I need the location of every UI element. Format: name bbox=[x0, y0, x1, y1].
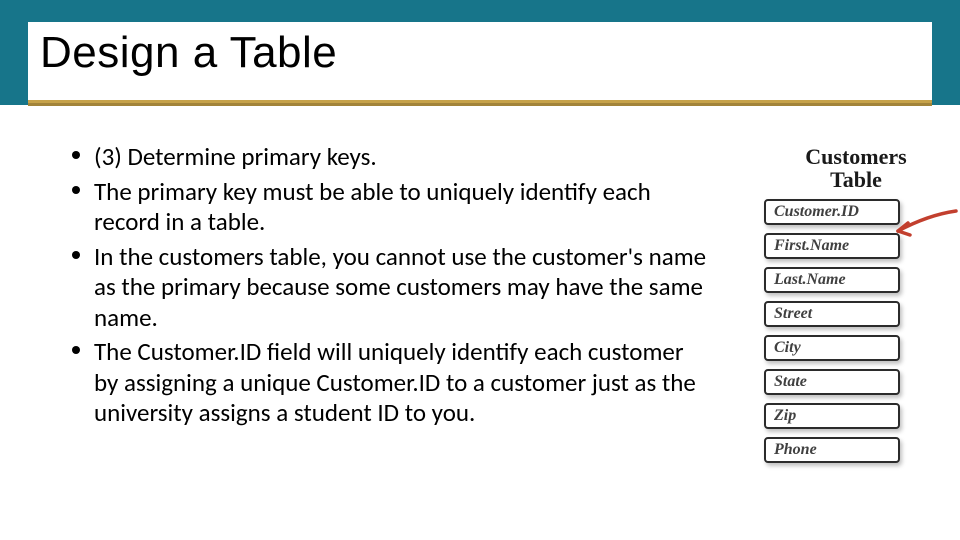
bullet-text: The Customer.ID field will uniquely iden… bbox=[94, 336, 696, 428]
title-underline bbox=[28, 100, 932, 106]
diagram-title-line2: Table bbox=[830, 167, 882, 192]
bullet-dot-icon bbox=[72, 346, 80, 354]
bullet-text: The primary key must be able to uniquely… bbox=[94, 176, 651, 238]
bullet-item: The primary key must be able to uniquely… bbox=[72, 177, 712, 238]
slide: Design a Table (3) Determine primary key… bbox=[0, 0, 960, 540]
field-label: Street bbox=[774, 305, 812, 322]
field-box: First.Name bbox=[764, 233, 900, 259]
field-label: Last.Name bbox=[774, 271, 846, 288]
bullet-item: (3) Determine primary keys. bbox=[72, 142, 712, 173]
slide-title: Design a Table bbox=[40, 28, 337, 78]
bullet-text: (3) Determine primary keys. bbox=[94, 141, 377, 172]
field-label: Zip bbox=[774, 407, 796, 424]
field-label: State bbox=[774, 373, 807, 390]
field-box: City bbox=[764, 335, 900, 361]
field-box: Phone bbox=[764, 437, 900, 463]
bullet-item: The Customer.ID field will uniquely iden… bbox=[72, 337, 712, 429]
bullet-text: In the customers table, you cannot use t… bbox=[94, 241, 706, 333]
field-box: Zip bbox=[764, 403, 900, 429]
field-box: State bbox=[764, 369, 900, 395]
diagram-title: Customers Table bbox=[760, 145, 952, 191]
field-label: Customer.ID bbox=[774, 203, 859, 220]
field-label: City bbox=[774, 339, 801, 356]
field-box: Customer.ID bbox=[764, 199, 900, 225]
field-box: Street bbox=[764, 301, 900, 327]
customers-table-diagram: Customers Table Customer.ID First.Name L… bbox=[760, 145, 952, 471]
field-label: Phone bbox=[774, 441, 817, 458]
bullet-dot-icon bbox=[72, 251, 80, 259]
field-box: Last.Name bbox=[764, 267, 900, 293]
bullet-dot-icon bbox=[72, 186, 80, 194]
diagram-title-line1: Customers bbox=[805, 144, 906, 169]
field-label: First.Name bbox=[774, 237, 849, 254]
body-content: (3) Determine primary keys. The primary … bbox=[72, 142, 712, 433]
bullet-item: In the customers table, you cannot use t… bbox=[72, 242, 712, 334]
bullet-dot-icon bbox=[72, 151, 80, 159]
